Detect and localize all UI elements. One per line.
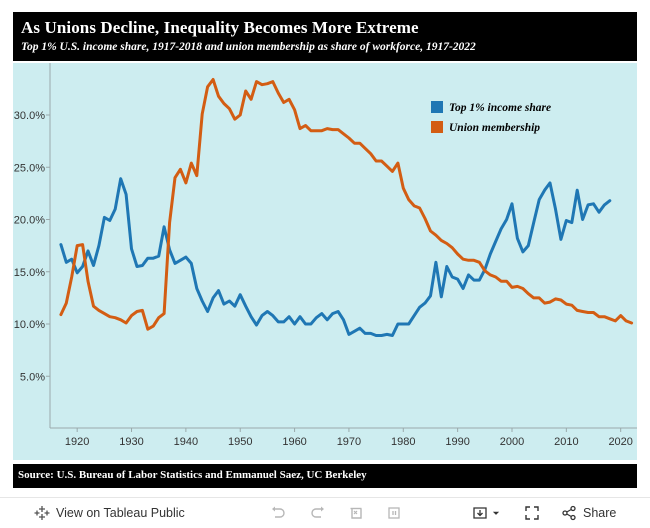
y-tick-label: 30.0% [14,110,45,122]
top1-income-share-line[interactable] [59,177,612,337]
fullscreen-icon [525,506,539,520]
legend-label-union: Union membership [449,122,540,134]
redo-icon [311,506,324,518]
chevron-down-icon [492,511,500,515]
tableau-logo-icon [34,506,50,520]
redo-button[interactable] [310,498,326,528]
x-tick-label: 2000 [500,436,524,448]
pause-icon [388,507,400,519]
share-icon [562,505,576,521]
share-label: Share [583,506,617,520]
x-tick-label: 2010 [554,436,578,448]
download-icon [473,507,487,519]
y-tick-label: 10.0% [14,319,45,331]
source-note: Source: U.S. Bureau of Labor Statistics … [18,469,367,481]
x-tick-label: 1920 [65,436,89,448]
undo-button[interactable] [270,498,286,528]
chart-title: As Unions Decline, Inequality Becomes Mo… [21,18,419,37]
legend-swatch-union [431,121,443,133]
revert-icon [350,507,362,519]
y-tick-label: 20.0% [14,215,45,227]
view-on-tableau-label: View on Tableau Public [56,506,185,520]
y-tick-label: 15.0% [14,267,45,279]
x-tick-label: 1990 [445,436,469,448]
x-tick-label: 1970 [337,436,361,448]
x-tick-label: 1980 [391,436,415,448]
y-tick-label: 5.0% [20,371,45,383]
legend-label-top1: Top 1% income share [449,102,551,114]
x-tick-label: 1940 [174,436,198,448]
y-axis: 5.0% 10.0% 15.0% 20.0% 25.0% 30.0% [14,63,51,428]
x-tick-label: 2020 [608,436,632,448]
x-tick-label: 1930 [119,436,143,448]
undo-icon [272,506,285,518]
plot-background [13,63,637,460]
legend-swatch-top1 [431,101,443,113]
chart-subtitle: Top 1% U.S. income share, 1917-2018 and … [21,41,476,53]
view-on-tableau-link[interactable]: View on Tableau Public [34,498,185,528]
line-chart: 5.0%10.0%15.0%20.0%25.0%30.0% 1920 1930 19… [13,63,637,460]
title-banner: As Unions Decline, Inequality Becomes Mo… [13,12,637,61]
fullscreen-button[interactable] [524,498,540,528]
pause-button[interactable] [386,498,402,528]
share-button[interactable]: Share [561,498,616,528]
download-button[interactable] [472,498,501,528]
x-tick-label: 1950 [228,436,252,448]
tableau-toolbar: View on Tableau Public [0,497,650,528]
union-membership-line[interactable] [59,78,634,331]
y-tick-label: 25.0% [14,162,45,174]
x-tick-label: 1960 [282,436,306,448]
legend: Top 1% income share Union membership [431,101,551,134]
tableau-viz: As Unions Decline, Inequality Becomes Mo… [13,12,637,488]
x-axis: 1920 1930 1940 1950 1960 1970 1980 1990 2000 2010… [50,427,637,448]
revert-button[interactable] [348,498,364,528]
source-banner: Source: U.S. Bureau of Labor Statistics … [13,464,637,488]
series-lines [59,78,634,337]
